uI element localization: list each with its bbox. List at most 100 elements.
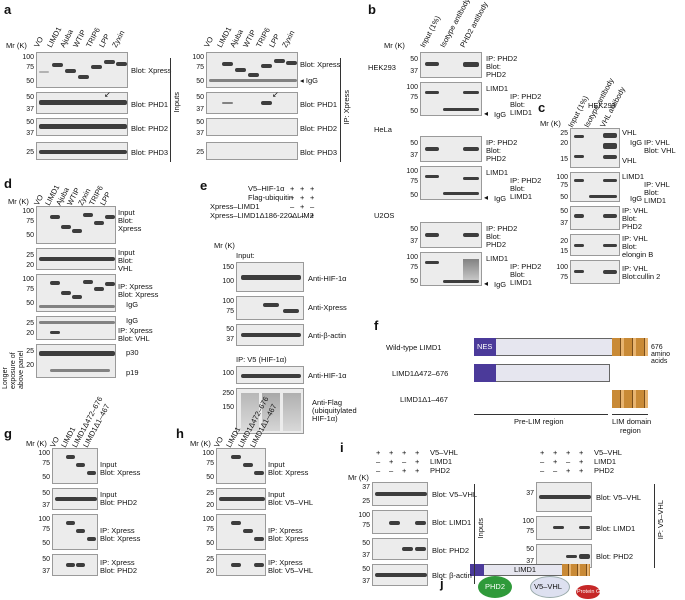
i-cond-r-0: V5–VHL xyxy=(594,448,622,457)
e-sign-3-2: + xyxy=(310,211,315,220)
i6-tick-0: 100 xyxy=(522,518,534,525)
i-in-limd1-blot xyxy=(372,510,428,534)
i-in-phd2-blot xyxy=(372,538,428,560)
a5-tick-0: 100 xyxy=(192,54,204,61)
c1-tick-2: 15 xyxy=(560,156,568,163)
h-ip-vhl-blot xyxy=(216,554,266,576)
g2-tick-0: 50 xyxy=(42,490,50,497)
d-r2-0: Input xyxy=(118,248,135,257)
b2-tick-0: 100 xyxy=(406,84,418,91)
b-cell-hela: HeLa xyxy=(374,125,392,134)
e-ubiq-blot xyxy=(236,388,304,434)
b-u2os-r2-0: IP: PHD2 xyxy=(510,262,542,271)
panel-label-d: d xyxy=(4,176,12,191)
c-elonginb-blot xyxy=(570,234,620,256)
e-r2: Anti-Xpress xyxy=(308,303,347,312)
b5-tick-0: 50 xyxy=(410,226,418,233)
panel-label-h: h xyxy=(176,426,184,441)
h-r4-0: IP: Xpress xyxy=(268,558,303,567)
b-hek-igg: IgG xyxy=(494,110,507,119)
g4-tick-0: 50 xyxy=(42,556,50,563)
i-sign-l-2-3: + xyxy=(415,466,420,475)
d-r4-0: IP: Xpress xyxy=(118,326,153,335)
j-proteing-label: Protein G xyxy=(577,589,601,595)
b-u2os-igg-arrow-icon: ◂ xyxy=(484,279,489,288)
d-p19: p19 xyxy=(126,368,139,377)
c-r4-2: elongin B xyxy=(622,250,654,259)
i-sign-r-1-0: – xyxy=(540,457,545,466)
panel-label-f: f xyxy=(374,318,379,333)
d-mr-label: Mr (K) xyxy=(8,197,29,206)
panel-label-j: j xyxy=(440,576,444,591)
b-hela-r1-0: IP: PHD2 xyxy=(486,138,518,147)
i-sign-l-0-0: + xyxy=(376,448,381,457)
d-r3-0: IP: Xpress xyxy=(118,282,153,291)
b-hela-limd1-blot xyxy=(420,166,482,200)
d-r1-1: Blot: xyxy=(118,216,134,225)
b1-tick-0: 50 xyxy=(410,56,418,63)
d3-tick-2: 50 xyxy=(26,300,34,307)
i-sign-l-1-1: + xyxy=(389,457,394,466)
e-sign-2-2: – xyxy=(310,202,315,211)
d-r1-0: Input xyxy=(118,208,135,217)
d-igg: IgG xyxy=(126,300,139,309)
b-hek-r2-2: LIMD1 xyxy=(510,108,533,117)
i-cond-l-1: LIMD1 xyxy=(430,457,453,466)
c-r1-0: IP: VHL xyxy=(644,138,670,147)
d-r3-1: Blot: Xpress xyxy=(118,290,159,299)
panel-label-a: a xyxy=(4,2,12,17)
i-sign-l-0-2: + xyxy=(402,448,407,457)
d-r2-1: Blot: xyxy=(118,256,134,265)
a-ip-xpress-blot xyxy=(206,52,298,88)
g-r3-0: IP: Xpress xyxy=(100,526,135,535)
i-sign-r-2-2: + xyxy=(566,466,571,475)
c2-tick-2: 50 xyxy=(560,194,568,201)
i-sign-l-1-2: – xyxy=(402,457,407,466)
e-xpress-blot xyxy=(236,296,304,320)
c-mr-label: Mr (K) xyxy=(540,119,561,128)
b-u2os-igg: IgG xyxy=(494,280,507,289)
j-vhl-shape xyxy=(530,576,570,598)
i-cond-r-2: PHD2 xyxy=(594,466,615,475)
c-r2-0: IP: VHL xyxy=(644,180,670,189)
f-wt-label: Wild-type LIMD1 xyxy=(386,343,442,352)
a-ip-row-xpress: Blot: Xpress xyxy=(300,60,341,69)
g1-tick-0: 100 xyxy=(38,450,50,457)
panel-label-g: g xyxy=(4,426,12,441)
h-r1-1: Blot: Xpress xyxy=(268,468,309,477)
i5-tick-0: 37 xyxy=(526,490,534,497)
e-sign-0-0: + xyxy=(290,184,295,193)
b-hek-r2-1: Blot: xyxy=(510,100,526,109)
c-phd2-blot xyxy=(570,206,620,230)
b4-tick-2: 50 xyxy=(410,192,418,199)
a7-tick-0: 50 xyxy=(196,119,204,126)
h-r2-1: Blot: V5–VHL xyxy=(268,498,314,507)
b-hela-phd2-blot xyxy=(420,136,482,162)
b2-tick-2: 50 xyxy=(410,108,418,115)
c3-tick-1: 37 xyxy=(560,220,568,227)
c-r4-0: IP: VHL xyxy=(622,234,648,243)
a-row-phd3: Blot: PHD3 xyxy=(131,148,169,157)
g-r1-1: Blot: Xpress xyxy=(100,468,141,477)
e-input-label: Input: xyxy=(236,251,255,260)
e-sign-1-1: + xyxy=(300,193,305,202)
b4-tick-0: 100 xyxy=(406,168,418,175)
c-r3-1: Blot: xyxy=(622,214,638,223)
i-sign-r-1-3: + xyxy=(579,457,584,466)
e-sign-0-1: + xyxy=(300,184,305,193)
a-input-xpress-blot xyxy=(36,52,128,88)
b6-tick-0: 100 xyxy=(406,254,418,261)
h-mr-label: Mr (K) xyxy=(190,439,211,448)
b-hela-r1-2: PHD2 xyxy=(486,154,507,163)
i-row-r-1: Blot: LIMD1 xyxy=(596,524,636,533)
d-p30: p30 xyxy=(126,348,139,357)
g-r4-1: Blot: PHD2 xyxy=(100,566,138,575)
g1-tick-1: 75 xyxy=(42,460,50,467)
i-sign-r-0-0: + xyxy=(540,448,545,457)
i-sign-l-0-1: + xyxy=(389,448,394,457)
e-sign-0-2: + xyxy=(310,184,315,193)
d-igg-2: IgG xyxy=(126,316,139,325)
g-r1-0: Input xyxy=(100,460,117,469)
a6-tick-1: 37 xyxy=(196,106,204,113)
d1-tick-0: 100 xyxy=(22,208,34,215)
